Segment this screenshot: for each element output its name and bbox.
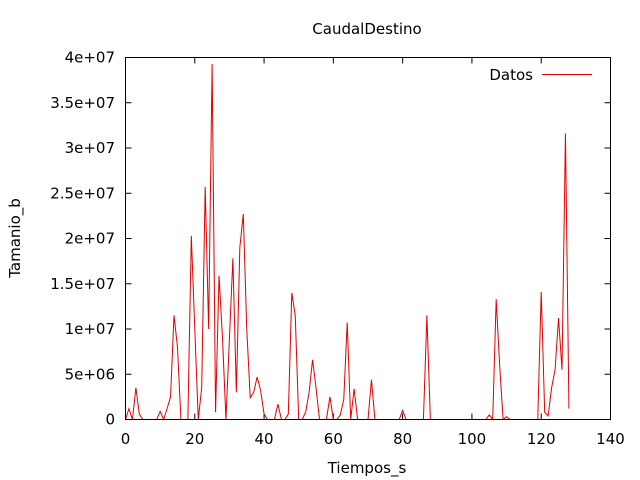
y-tick-label: 3.5e+07	[50, 94, 115, 112]
axis-ticks: 0 20 40 60 80 100 120 140 0 5e+06 1e+07 1.5e+07 2e+0…	[50, 49, 625, 449]
x-tick-label: 80	[393, 430, 412, 448]
legend-label-datos: Datos	[489, 66, 533, 84]
y-tick-label: 1e+07	[65, 320, 115, 338]
x-tick-label: 40	[255, 430, 274, 448]
y-tick-label: 3e+07	[65, 139, 115, 157]
y-tick-label: 2.5e+07	[50, 184, 115, 202]
plot-frame	[125, 57, 611, 420]
x-tick-label: 20	[185, 430, 204, 448]
legend: Datos	[489, 66, 592, 84]
y-tick-label: 2e+07	[65, 230, 115, 248]
x-tick-label: 0	[121, 430, 131, 448]
x-tick-label: 140	[596, 430, 625, 448]
x-tick-label: 60	[324, 430, 343, 448]
y-tick-label: 0	[105, 411, 115, 429]
y-axis-label: Tamanio_b	[6, 198, 25, 279]
series-line-datos	[125, 63, 570, 421]
x-tick-label: 100	[458, 430, 487, 448]
series-layer	[125, 63, 570, 421]
x-axis-label: Tiempos_s	[327, 459, 407, 478]
y-tick-label: 1.5e+07	[50, 275, 115, 293]
chart-title: CaudalDestino	[312, 20, 421, 38]
x-tick-label: 120	[527, 430, 556, 448]
y-tick-label: 4e+07	[65, 49, 115, 67]
y-tick-label: 5e+06	[65, 365, 115, 383]
